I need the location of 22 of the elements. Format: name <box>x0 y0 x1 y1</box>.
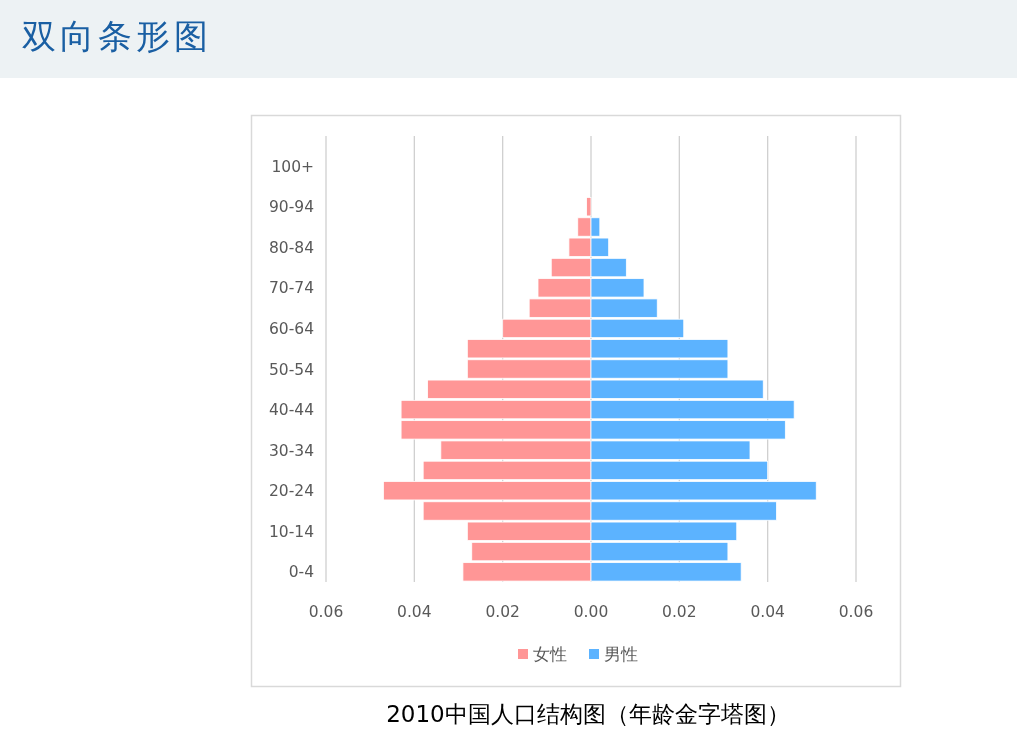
x-tick-label: 0.06 <box>308 603 344 621</box>
y-tick-label: 60-64 <box>268 319 314 338</box>
y-tick-label: 70-74 <box>268 279 314 298</box>
x-tick-label: 0.02 <box>485 603 520 621</box>
x-tick-label: 0.00 <box>573 603 609 621</box>
y-tick-label: 80-84 <box>268 238 314 257</box>
y-tick-label: 100+ <box>271 157 314 176</box>
y-tick-label: 0-4 <box>288 563 314 582</box>
x-tick-label: 0.04 <box>397 603 432 621</box>
chart-title: 双向条形图 <box>22 16 212 56</box>
legend-label: 女性 <box>533 644 567 664</box>
y-tick-label: 30-34 <box>268 441 314 460</box>
y-tick-label: 10-14 <box>268 522 314 541</box>
y-tick-label: 40-44 <box>268 401 314 420</box>
x-tick-label: 0.06 <box>838 603 874 621</box>
y-tick-label: 20-24 <box>268 482 314 501</box>
legend-label: 男性 <box>604 644 638 664</box>
text: 2010中国人口结构图（年龄金字塔图） <box>386 701 790 727</box>
y-tick-label: 50-54 <box>268 360 314 379</box>
y-tick-label: 90-94 <box>268 198 314 217</box>
x-tick-label: 0.04 <box>750 603 785 621</box>
x-tick-label: 0.02 <box>662 603 697 621</box>
